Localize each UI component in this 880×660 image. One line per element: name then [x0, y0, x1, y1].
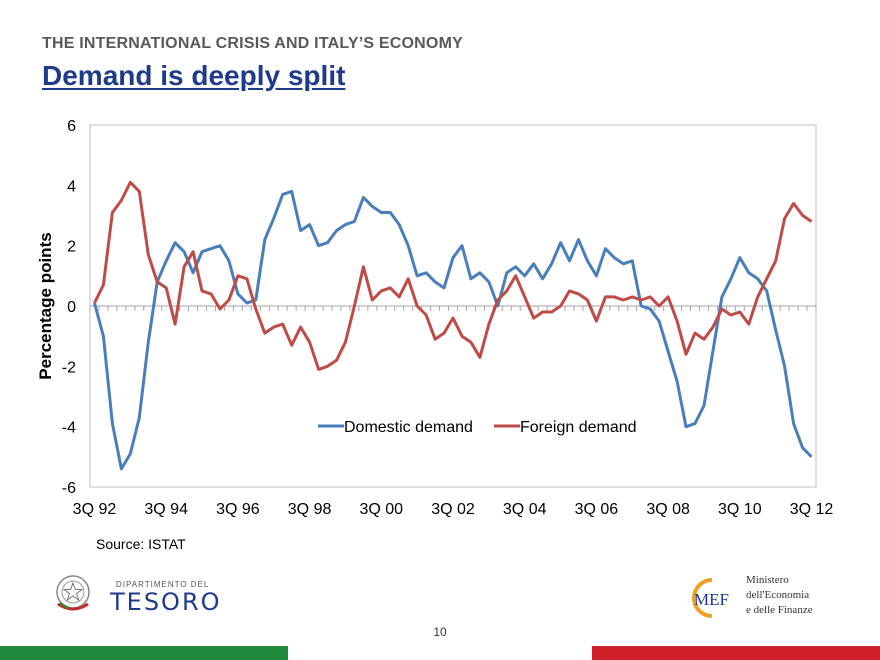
x-tick-label: 3Q 00	[359, 501, 403, 518]
x-tick-label: 3Q 08	[646, 501, 690, 518]
legend-label: Foreign demand	[520, 419, 637, 436]
mef-mark: MEF	[694, 590, 729, 609]
mef-line-2: dell'Economia	[746, 589, 810, 601]
x-tick-label: 3Q 94	[144, 501, 188, 518]
tesoro-logo: DIPARTIMENTO DEL TESORO	[44, 566, 220, 622]
series-line-foreign-demand	[93, 180, 813, 371]
x-tick-label: 3Q 02	[431, 501, 475, 518]
line-chart: -6 -4 -2 0 2 4 6 3Q 92 3Q 94 3Q 96 3Q 98 3Q 00 3Q 02…	[36, 118, 834, 518]
x-tick-label: 3Q 92	[73, 501, 117, 518]
y-tick-label: 0	[67, 299, 76, 316]
mef-logo: MEF Ministero dell'Economia e delle Fina…	[690, 572, 840, 622]
x-tick-label: 3Q 96	[216, 501, 260, 518]
x-tick-label: 3Q 06	[575, 501, 619, 518]
x-tick-label: 3Q 04	[503, 501, 547, 518]
y-tick-label: 6	[67, 118, 76, 135]
mef-line-1: Ministero	[746, 574, 789, 586]
mef-mark-icon: MEF	[692, 578, 729, 618]
x-tick-label: 3Q 98	[288, 501, 332, 518]
x-tick-label: 3Q 10	[718, 501, 762, 518]
page-title: Demand is deeply split	[42, 60, 346, 91]
tesoro-department-label: DIPARTIMENTO DEL	[116, 580, 210, 589]
page-number: 10	[433, 625, 447, 639]
series-line-domestic-demand	[93, 189, 813, 471]
y-tick-label: 2	[67, 239, 76, 256]
legend-label: Domestic demand	[344, 419, 473, 436]
y-tick-label: -2	[62, 359, 76, 376]
footer-band-red	[592, 646, 880, 660]
y-tick-label: 4	[67, 178, 76, 195]
y-axis-label: Percentage points	[36, 232, 55, 379]
mef-line-3: e delle Finanze	[746, 604, 813, 616]
republic-emblem-icon	[56, 575, 90, 611]
y-tick-label: -4	[62, 420, 76, 437]
y-tick-label: -6	[62, 480, 76, 497]
kicker-title: THE INTERNATIONAL CRISIS AND ITALY’S ECO…	[42, 35, 463, 52]
x-tick-label: 3Q 12	[790, 501, 834, 518]
source-note: Source: ISTAT	[96, 536, 186, 552]
footer-band-green	[0, 646, 288, 660]
tesoro-name: TESORO	[110, 588, 222, 616]
